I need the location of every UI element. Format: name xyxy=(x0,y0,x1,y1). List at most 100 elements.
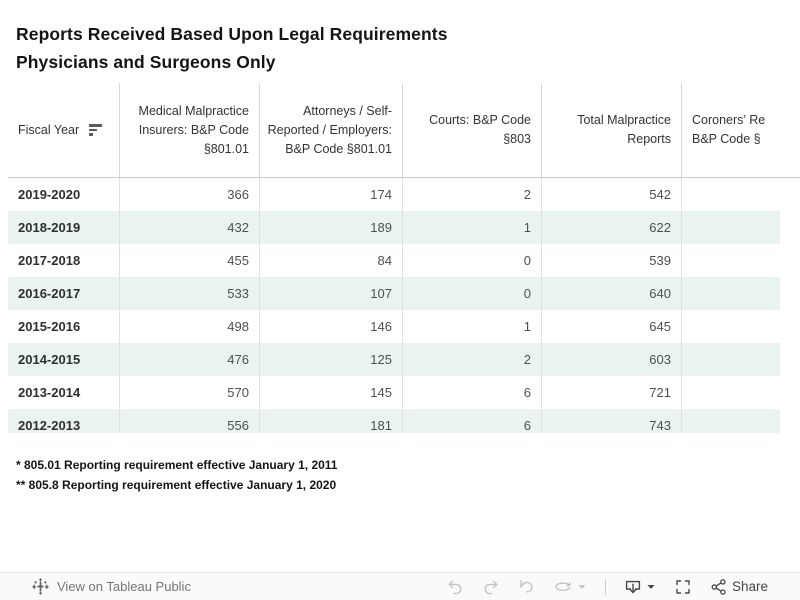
column-header-attorneys[interactable]: Attorneys / Self-Reported / Employers: B… xyxy=(260,83,403,177)
cell-coroners[interactable] xyxy=(682,178,780,211)
cell-attorneys[interactable]: 125 xyxy=(260,343,403,376)
cell-courts[interactable]: 6 xyxy=(403,376,542,409)
cell-total[interactable]: 645 xyxy=(542,310,682,343)
refresh-icon xyxy=(554,578,573,596)
column-header-label: Attorneys / Self-Reported / Employers: B… xyxy=(267,103,392,156)
cell-attorneys[interactable]: 174 xyxy=(260,178,403,211)
table-body: 2019-2020 366 174 2 542 2018-2019 432 189 1 622 20… xyxy=(8,178,780,433)
cell-fiscal_year[interactable]: 2018-2019 xyxy=(8,211,120,244)
cell-courts[interactable]: 2 xyxy=(403,343,542,376)
cell-fiscal_year[interactable]: 2014-2015 xyxy=(8,343,120,376)
table-row: 2018-2019 432 189 1 622 xyxy=(8,211,780,244)
cell-coroners[interactable] xyxy=(682,409,780,433)
cell-total[interactable]: 721 xyxy=(542,376,682,409)
cell-insurers[interactable]: 570 xyxy=(120,376,260,409)
table-row: 2016-2017 533 107 0 640 xyxy=(8,277,780,310)
cell-courts[interactable]: 0 xyxy=(403,277,542,310)
cell-total[interactable]: 603 xyxy=(542,343,682,376)
download-button[interactable] xyxy=(624,578,656,596)
table-row: 2015-2016 498 146 1 645 xyxy=(8,310,780,343)
table-row: 2014-2015 476 125 2 603 xyxy=(8,343,780,376)
footnote-2: ** 805.8 Reporting requirement effective… xyxy=(16,478,337,492)
column-header-label: Total Malpractice Reports xyxy=(577,113,671,146)
column-header-total[interactable]: Total Malpractice Reports xyxy=(542,83,682,177)
cell-attorneys[interactable]: 189 xyxy=(260,211,403,244)
refresh-button[interactable] xyxy=(554,578,587,596)
cell-insurers[interactable]: 455 xyxy=(120,244,260,277)
reset-icon xyxy=(518,578,536,596)
download-icon xyxy=(624,578,642,596)
cell-total[interactable]: 539 xyxy=(542,244,682,277)
download-caret-down-icon xyxy=(646,582,656,592)
undo-button[interactable] xyxy=(446,578,464,596)
table-row: 2012-2013 556 181 6 743 xyxy=(8,409,780,433)
tableau-viz: Reports Received Based Upon Legal Requir… xyxy=(8,24,800,495)
cell-insurers[interactable]: 476 xyxy=(120,343,260,376)
cell-attorneys[interactable]: 84 xyxy=(260,244,403,277)
cell-insurers[interactable]: 556 xyxy=(120,409,260,433)
share-label: Share xyxy=(731,579,768,594)
cell-coroners[interactable] xyxy=(682,376,780,409)
fullscreen-icon xyxy=(674,578,692,596)
cell-fiscal_year[interactable]: 2012-2013 xyxy=(8,409,120,433)
tableau-logo-icon xyxy=(32,578,49,595)
viz-title-line2: Physicians and Surgeons Only xyxy=(16,52,276,72)
fullscreen-button[interactable] xyxy=(674,578,692,596)
cell-fiscal_year[interactable]: 2016-2017 xyxy=(8,277,120,310)
view-on-tableau-public-link[interactable]: View on Tableau Public xyxy=(32,578,191,595)
cell-fiscal_year[interactable]: 2013-2014 xyxy=(8,376,120,409)
cell-courts[interactable]: 1 xyxy=(403,211,542,244)
redo-button[interactable] xyxy=(482,578,500,596)
share-button[interactable]: Share xyxy=(710,578,768,596)
cell-courts[interactable]: 0 xyxy=(403,244,542,277)
table-row: 2019-2020 366 174 2 542 xyxy=(8,178,780,211)
reset-button[interactable] xyxy=(518,578,536,596)
toolbar-actions: Share xyxy=(446,578,768,596)
column-header-fiscal_year[interactable]: Fiscal Year xyxy=(8,83,120,177)
cell-insurers[interactable]: 533 xyxy=(120,277,260,310)
cell-attorneys[interactable]: 107 xyxy=(260,277,403,310)
toolbar-separator xyxy=(604,578,606,595)
cell-total[interactable]: 640 xyxy=(542,277,682,310)
undo-icon xyxy=(446,578,464,596)
cell-courts[interactable]: 1 xyxy=(403,310,542,343)
cell-attorneys[interactable]: 146 xyxy=(260,310,403,343)
cell-courts[interactable]: 6 xyxy=(403,409,542,433)
footnotes: * 805.01 Reporting requirement effective… xyxy=(16,455,800,495)
cell-attorneys[interactable]: 145 xyxy=(260,376,403,409)
column-header-courts[interactable]: Courts: B&P Code §803 xyxy=(403,83,542,177)
share-icon xyxy=(710,578,728,596)
view-on-tableau-public-label: View on Tableau Public xyxy=(57,579,191,594)
column-header-label: Coroners’ Re B&P Code § xyxy=(692,113,766,146)
cell-fiscal_year[interactable]: 2017-2018 xyxy=(8,244,120,277)
table-row: 2013-2014 570 145 6 721 xyxy=(8,376,780,409)
cell-coroners[interactable] xyxy=(682,310,780,343)
refresh-caret-down-icon xyxy=(577,582,587,592)
tableau-toolbar: View on Tableau Public xyxy=(0,572,800,600)
cell-coroners[interactable] xyxy=(682,343,780,376)
table-header-row: Fiscal Year Medical Malpractice Insurers:… xyxy=(8,83,800,178)
column-header-label: Medical Malpractice Insurers: B&P Code §… xyxy=(138,103,249,156)
cell-coroners[interactable] xyxy=(682,277,780,310)
viz-title-line1: Reports Received Based Upon Legal Requir… xyxy=(16,24,448,44)
cell-insurers[interactable]: 498 xyxy=(120,310,260,343)
column-header-coroners[interactable]: Coroners’ Re B&P Code § xyxy=(682,83,800,177)
table-row: 2017-2018 455 84 0 539 xyxy=(8,244,780,277)
cell-attorneys[interactable]: 181 xyxy=(260,409,403,433)
sort-descending-icon[interactable] xyxy=(89,124,103,136)
cell-coroners[interactable] xyxy=(682,244,780,277)
cell-total[interactable]: 622 xyxy=(542,211,682,244)
cell-coroners[interactable] xyxy=(682,211,780,244)
cell-courts[interactable]: 2 xyxy=(403,178,542,211)
cell-insurers[interactable]: 432 xyxy=(120,211,260,244)
column-header-insurers[interactable]: Medical Malpractice Insurers: B&P Code §… xyxy=(120,83,260,177)
cell-fiscal_year[interactable]: 2019-2020 xyxy=(8,178,120,211)
data-table: Fiscal Year Medical Malpractice Insurers:… xyxy=(8,83,800,433)
cell-total[interactable]: 542 xyxy=(542,178,682,211)
footnote-1: * 805.01 Reporting requirement effective… xyxy=(16,458,338,472)
column-header-label: Fiscal Year xyxy=(18,122,80,137)
cell-fiscal_year[interactable]: 2015-2016 xyxy=(8,310,120,343)
cell-total[interactable]: 743 xyxy=(542,409,682,433)
cell-insurers[interactable]: 366 xyxy=(120,178,260,211)
